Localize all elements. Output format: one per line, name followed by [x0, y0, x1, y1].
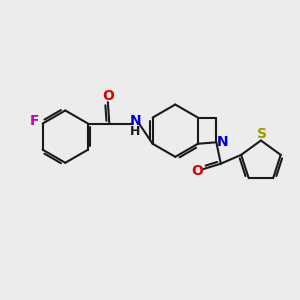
Text: O: O	[191, 164, 203, 178]
Text: H: H	[130, 125, 141, 138]
Text: N: N	[130, 115, 141, 128]
Text: S: S	[257, 127, 267, 141]
Text: N: N	[217, 135, 229, 149]
Text: F: F	[30, 114, 39, 128]
Text: O: O	[102, 88, 114, 103]
